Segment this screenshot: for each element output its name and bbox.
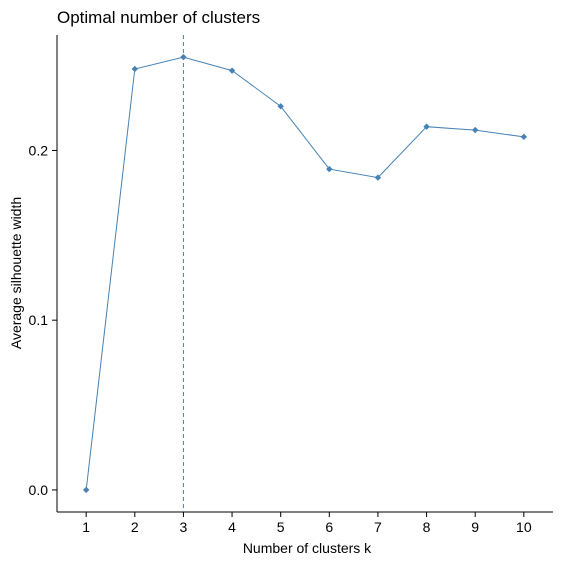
ticks: 1 2 3 4 5 6 7 8 9 10 0.0 0.1 0.2: [29, 142, 532, 535]
x-tick-label: 5: [277, 519, 285, 535]
chart-title: Optimal number of clusters: [57, 8, 260, 27]
x-axis-label: Number of clusters k: [243, 540, 372, 556]
plot-area: [82, 35, 528, 512]
y-tick-label: 0.0: [29, 482, 49, 498]
x-tick-label: 8: [423, 519, 431, 535]
x-tick-label: 9: [471, 519, 479, 535]
x-tick-label: 6: [325, 519, 333, 535]
data-point: [82, 486, 90, 494]
data-point: [520, 133, 528, 141]
data-point: [277, 103, 284, 110]
y-tick-label: 0.1: [29, 312, 49, 328]
axes: [56, 35, 553, 513]
x-tick-label: 10: [516, 519, 532, 535]
y-tick-label: 0.2: [29, 142, 49, 158]
data-point: [423, 123, 430, 130]
y-axis-label: Average silhouette width: [8, 197, 24, 349]
x-tick-label: 3: [180, 519, 188, 535]
data-point: [228, 67, 236, 74]
x-tick-label: 7: [374, 519, 382, 535]
x-tick-label: 2: [131, 519, 139, 535]
x-tick-label: 1: [82, 519, 90, 535]
x-tick-label: 4: [228, 519, 236, 535]
data-point: [326, 165, 333, 173]
data-point: [180, 53, 187, 61]
data-point: [374, 174, 382, 181]
series-line: [85, 56, 524, 490]
data-point: [131, 65, 139, 73]
data-point: [471, 126, 479, 134]
